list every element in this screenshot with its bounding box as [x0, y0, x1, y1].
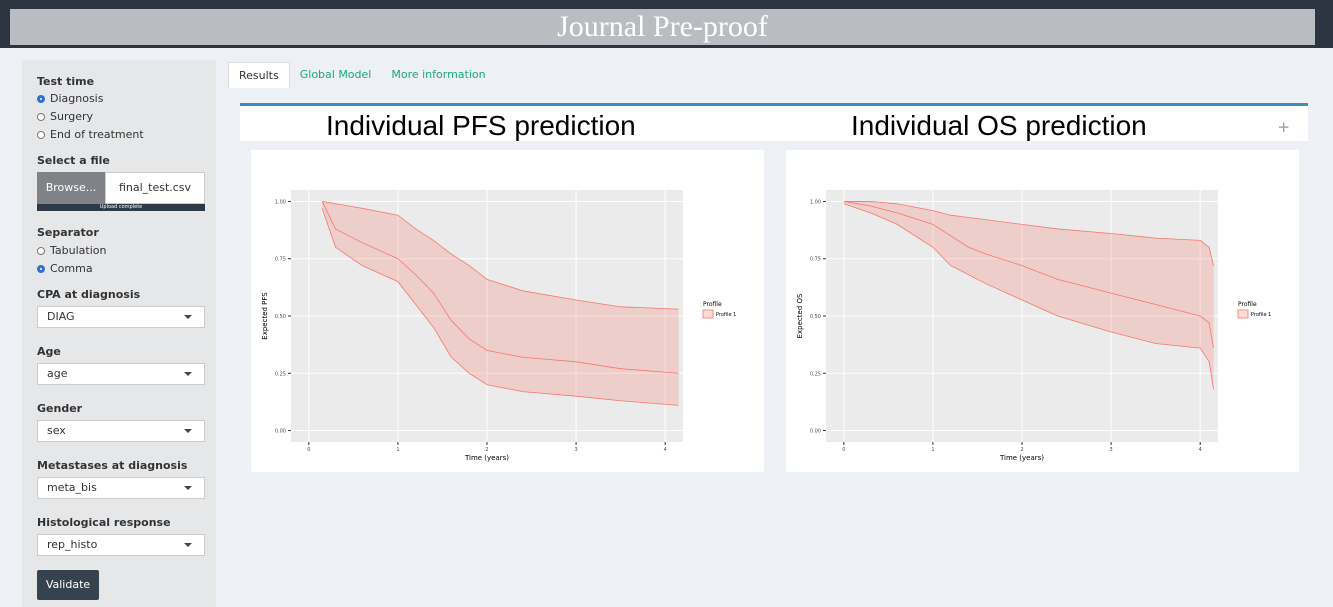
tab-bar: Results Global Model More information — [228, 62, 496, 88]
radio-option[interactable]: Tabulation — [37, 244, 106, 257]
x-tick-label: 4 — [1199, 447, 1202, 453]
radio-label: Tabulation — [50, 244, 107, 257]
file-name: final_test.csv — [105, 172, 205, 204]
ribbon-line — [321, 208, 679, 406]
legend-key — [702, 309, 714, 319]
top-bar: Journal Pre-proof — [0, 0, 1333, 48]
select[interactable]: age — [37, 363, 205, 385]
input-label: Gender — [37, 402, 83, 415]
ribbon-line — [843, 203, 1214, 390]
x-tick-label: 2 — [485, 447, 488, 453]
panel-title: Individual PFS prediction — [326, 110, 636, 141]
radio[interactable] — [37, 112, 45, 121]
radio-option[interactable]: Surgery — [37, 110, 93, 123]
legend-title: Profile — [1238, 301, 1257, 308]
plot-panel: 0.00 0.25 0.50 0.75 1.00 0 1 2 3 4 Time (years) Exp… — [251, 150, 764, 472]
validate-button[interactable]: Validate — [37, 570, 99, 600]
select[interactable]: meta_bis — [37, 477, 205, 499]
y-tick-label: 0.75 — [810, 257, 821, 263]
browse-button[interactable]: Browse... — [37, 172, 105, 204]
y-tick-label: 0.25 — [275, 371, 286, 377]
tab[interactable]: Results — [228, 62, 290, 88]
radio-option[interactable]: Diagnosis — [37, 92, 103, 105]
input-label: Metastases at diagnosis — [37, 459, 188, 472]
ribbon-line — [843, 201, 1214, 266]
sidebar: Test time Select a file Browse... final_… — [22, 60, 216, 607]
x-tick-label: 0 — [307, 447, 310, 453]
select[interactable]: rep_histo — [37, 534, 205, 556]
radio[interactable] — [37, 246, 45, 255]
input-label: Separator — [37, 226, 99, 239]
results-header: Individual PFS prediction Individual OS … — [240, 103, 1308, 141]
radio-option[interactable]: Comma — [37, 262, 93, 275]
legend-key — [1237, 309, 1249, 319]
legend-label: Profile 1 — [716, 312, 736, 318]
select[interactable]: sex — [37, 420, 205, 442]
radio-label: Comma — [50, 262, 93, 275]
input-label: Age — [37, 345, 61, 358]
radio-option[interactable]: End of treatment — [37, 128, 144, 141]
chart: 0.00 0.25 0.50 0.75 1.00 0 1 2 3 4 Time (years) Exp… — [261, 190, 736, 462]
panel-title: Individual OS prediction — [851, 110, 1147, 141]
ribbon-line — [843, 201, 1214, 349]
ribbon-area — [843, 201, 1214, 390]
radio[interactable] — [37, 130, 45, 139]
input-label: CPA at diagnosis — [37, 288, 141, 301]
ribbon-line — [322, 201, 679, 310]
upload-progress: Upload complete — [37, 204, 205, 211]
plot-panel: 0.00 0.25 0.50 0.75 1.00 0 1 2 3 4 Time (years) Exp… — [786, 150, 1299, 472]
y-tick-label: 0.00 — [810, 429, 821, 435]
tab[interactable]: More information — [391, 68, 486, 81]
radio-label: End of treatment — [50, 128, 144, 141]
x-tick-label: 1 — [396, 447, 399, 453]
y-tick-label: 1.00 — [810, 199, 821, 205]
ribbon-area — [322, 201, 679, 406]
y-tick-label: 0.50 — [810, 314, 821, 320]
radio-label: Surgery — [50, 110, 94, 123]
radio-label: Diagnosis — [50, 92, 104, 105]
x-tick-label: 2 — [1020, 447, 1023, 453]
radio[interactable] — [37, 264, 45, 273]
legend-title: Profile — [703, 301, 722, 308]
y-tick-label: 0.50 — [275, 314, 286, 320]
collapse-icon[interactable]: + — [1277, 118, 1290, 136]
input-label: Histological response — [37, 516, 171, 529]
y-tick-label: 0.75 — [275, 257, 286, 263]
y-axis-label: Expected OS — [796, 293, 804, 338]
tab[interactable]: Global Model — [299, 68, 372, 81]
y-tick-label: 0.25 — [810, 371, 821, 377]
y-tick-label: 1.00 — [275, 199, 286, 205]
x-tick-label: 4 — [664, 447, 667, 453]
watermark-banner: Journal Pre-proof — [10, 9, 1315, 45]
x-tick-label: 3 — [574, 447, 577, 453]
legend-label: Profile 1 — [1251, 312, 1271, 318]
ribbon-line — [321, 201, 679, 374]
y-axis-label: Expected PFS — [261, 292, 269, 340]
input-label: Test time — [37, 75, 95, 88]
x-tick-label: 3 — [1109, 447, 1112, 453]
select[interactable]: DIAG — [37, 306, 205, 328]
radio[interactable] — [37, 94, 45, 103]
x-tick-label: 1 — [931, 447, 934, 453]
input-label: Select a file — [37, 154, 110, 167]
y-tick-label: 0.00 — [275, 429, 286, 435]
chart: 0.00 0.25 0.50 0.75 1.00 0 1 2 3 4 Time (years) Exp… — [796, 190, 1271, 462]
x-axis-label: Time (years) — [464, 454, 509, 462]
x-tick-label: 0 — [842, 447, 845, 453]
x-axis-label: Time (years) — [999, 454, 1044, 462]
